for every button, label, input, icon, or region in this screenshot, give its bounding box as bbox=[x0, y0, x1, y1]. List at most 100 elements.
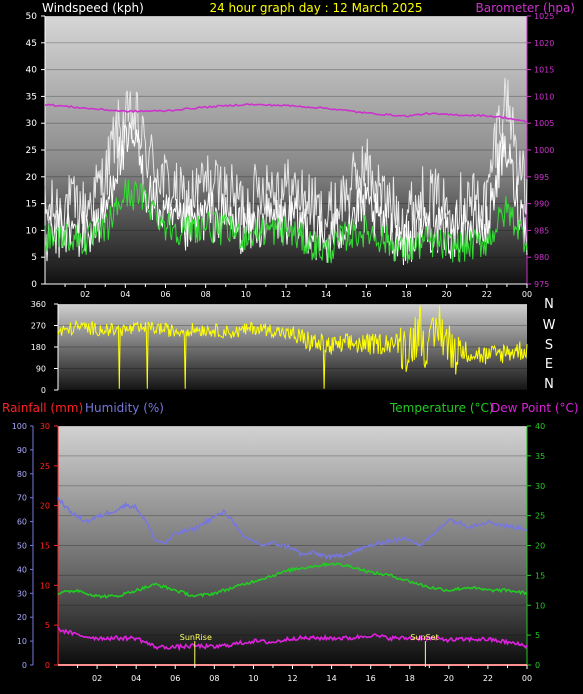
x-tick-label: 12 bbox=[287, 674, 297, 683]
x-tick-label: 06 bbox=[170, 674, 180, 683]
dewpoint-line bbox=[57, 626, 528, 652]
y2-tick-label: 995 bbox=[534, 173, 549, 182]
y2-tick-label: 985 bbox=[534, 226, 549, 235]
dewpoint-title: Dew Point (°C) bbox=[491, 401, 579, 415]
x-tick-label: 22 bbox=[482, 290, 492, 299]
compass-label-w: W bbox=[543, 318, 556, 333]
y-tick-label: 180 bbox=[31, 343, 46, 352]
humidity-title: Humidity (%) bbox=[85, 401, 164, 415]
humidity-axis: 0 10 20 30 40 50 60 70 80 90 100 bbox=[12, 422, 34, 670]
x-tick-label: 08 bbox=[209, 674, 219, 683]
x-tick-label: 10 bbox=[241, 290, 251, 299]
y2-tick-label: 990 bbox=[534, 200, 549, 209]
x-tick-label: 00 bbox=[522, 290, 532, 299]
y-tick-label: 0 bbox=[31, 280, 37, 290]
x-tick-label: 02 bbox=[92, 674, 102, 683]
humidity-tick-label: 70 bbox=[17, 494, 27, 503]
x-tick-label: 20 bbox=[444, 674, 454, 683]
compass-label-s: S bbox=[545, 338, 553, 353]
sunrise-label: SunRise bbox=[180, 633, 212, 642]
x-tick-label: 16 bbox=[366, 674, 376, 683]
windspeed-axis: 0 5 10 15 20 25 30 35 40 45 50 bbox=[26, 12, 46, 290]
y-tick-label: 90 bbox=[36, 365, 46, 374]
rainfall-axis: 0 5 10 15 20 25 30 bbox=[40, 422, 59, 670]
temperature-tick-label: 30 bbox=[535, 482, 545, 491]
sun-markers: SunRise SunSet bbox=[180, 633, 439, 667]
humidity-tick-label: 60 bbox=[17, 518, 27, 527]
temp-plot-area bbox=[58, 426, 527, 665]
temperature-tick-label: 20 bbox=[535, 542, 545, 551]
humidity-tick-label: 10 bbox=[17, 637, 27, 646]
direction-series bbox=[57, 305, 528, 389]
x-tick-label: 02 bbox=[80, 290, 90, 299]
x-tick-label: 00 bbox=[522, 674, 532, 683]
wind-series bbox=[44, 78, 528, 266]
y2-tick-label: 1000 bbox=[534, 146, 554, 155]
x-tick-label: 06 bbox=[160, 290, 170, 299]
wind-plot-area bbox=[45, 16, 527, 284]
rainfall-title: Rainfall (mm) bbox=[2, 401, 83, 415]
x-tick-label: 10 bbox=[248, 674, 258, 683]
chart-title: 24 hour graph day : 12 March 2025 bbox=[209, 1, 422, 15]
y2-tick-label: 1015 bbox=[534, 66, 554, 75]
x-tick-label: 18 bbox=[405, 674, 415, 683]
wind-direction-line bbox=[57, 305, 528, 389]
gust-line bbox=[44, 78, 528, 249]
x-tick-label: 22 bbox=[483, 674, 493, 683]
rainfall-tick-label: 10 bbox=[40, 581, 50, 590]
y2-tick-label: 975 bbox=[534, 280, 549, 289]
temperature-tick-label: 0 bbox=[535, 661, 540, 670]
y-tick-label: 35 bbox=[26, 92, 37, 102]
y-tick-label: 30 bbox=[26, 119, 38, 129]
rainfall-tick-label: 0 bbox=[45, 661, 50, 670]
direction-grid bbox=[58, 303, 527, 391]
y2-tick-label: 1005 bbox=[534, 119, 554, 128]
y2-tick-label: 1025 bbox=[534, 12, 554, 21]
barometer-axis: 975 980 985 990 995 1000 1005 1010 1015 1020 1025 bbox=[526, 12, 554, 289]
temperature-tick-label: 25 bbox=[535, 512, 545, 521]
x-tick-label: 14 bbox=[326, 674, 336, 683]
y-tick-label: 360 bbox=[31, 300, 46, 309]
y-tick-label: 15 bbox=[26, 200, 37, 210]
direction-plot-area bbox=[58, 304, 527, 390]
wind-average-line bbox=[44, 178, 528, 264]
temperature-title: Temperature (°C) bbox=[389, 401, 494, 415]
humidity-tick-label: 90 bbox=[17, 446, 27, 455]
x-tick-label: 14 bbox=[321, 290, 331, 299]
temperature-tick-label: 5 bbox=[535, 631, 540, 640]
y-tick-label: 270 bbox=[31, 322, 46, 331]
y-tick-label: 5 bbox=[31, 253, 37, 263]
y2-tick-label: 1010 bbox=[534, 92, 554, 101]
x-tick-label: 18 bbox=[401, 290, 411, 299]
rainfall-tick-label: 5 bbox=[45, 621, 50, 630]
temperature-tick-label: 40 bbox=[535, 422, 545, 431]
compass-label-n: N bbox=[544, 297, 554, 312]
humidity-tick-label: 30 bbox=[17, 589, 27, 598]
y-tick-label: 0 bbox=[41, 386, 46, 395]
y-tick-label: 50 bbox=[26, 12, 38, 22]
rainfall-tick-label: 25 bbox=[40, 462, 50, 471]
sunset-label: SunSet bbox=[410, 633, 438, 642]
barometer-line bbox=[44, 103, 527, 123]
humidity-tick-label: 50 bbox=[17, 542, 27, 551]
x-tick-label: 20 bbox=[442, 290, 452, 299]
humidity-line bbox=[57, 496, 528, 561]
humidity-tick-label: 20 bbox=[17, 613, 27, 622]
temperature-tick-label: 35 bbox=[535, 452, 545, 461]
x-tick-label: 16 bbox=[361, 290, 371, 299]
temperature-tick-label: 15 bbox=[535, 571, 545, 580]
temperature-line bbox=[57, 561, 528, 599]
temp-grid bbox=[58, 425, 527, 666]
temp-x-axis: 02 04 06 08 10 12 14 16 18 20 22 00 bbox=[58, 664, 532, 683]
compass-label-n: N bbox=[544, 377, 554, 392]
x-tick-label: 08 bbox=[201, 290, 211, 299]
direction-axis: 0 90 180 270 360 bbox=[31, 300, 59, 395]
y-tick-label: 25 bbox=[26, 146, 37, 156]
temperature-tick-label: 10 bbox=[535, 601, 545, 610]
left-axis-title: Windspeed (kph) bbox=[42, 1, 144, 15]
x-tick-label: 04 bbox=[120, 290, 130, 299]
humidity-tick-label: 100 bbox=[12, 422, 27, 431]
y-tick-label: 10 bbox=[26, 226, 38, 236]
